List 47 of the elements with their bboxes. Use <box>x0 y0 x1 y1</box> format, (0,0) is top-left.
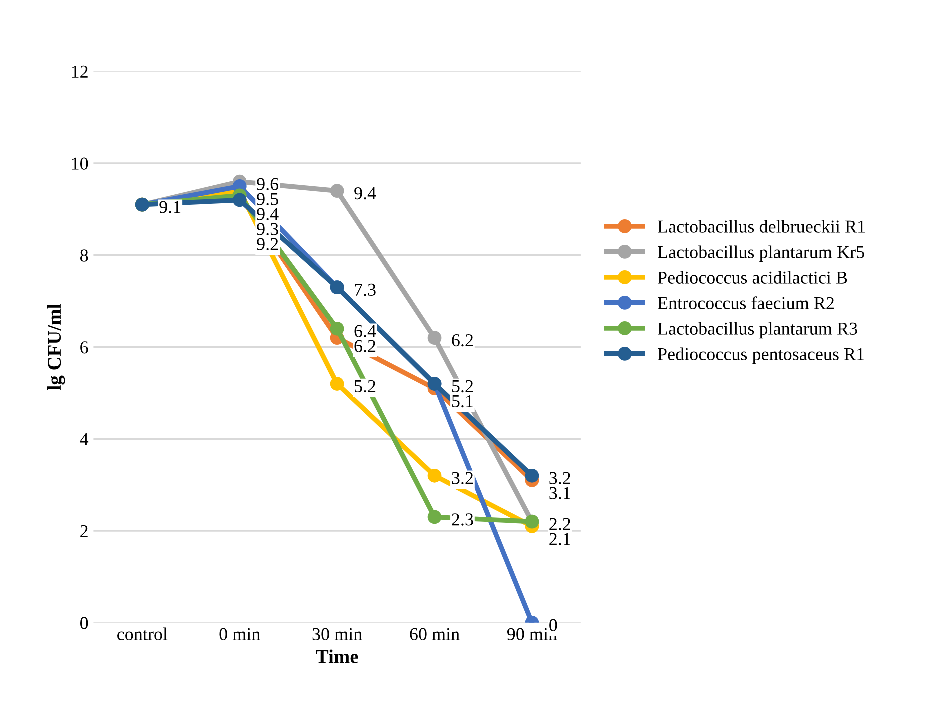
data-label: 3.2 <box>550 472 570 484</box>
y-tick-label: 12 <box>72 66 88 78</box>
data-label: 9.1 <box>160 201 181 214</box>
legend-label: Lactobacillus delbrueckii R1 <box>658 220 865 233</box>
x-axis-title: Time <box>316 650 358 664</box>
point <box>428 510 442 524</box>
data-label: 9.4 <box>354 187 376 200</box>
data-label: 3.1 <box>550 487 570 500</box>
point <box>330 377 344 391</box>
point <box>330 322 344 336</box>
data-label: 5.2 <box>355 380 376 393</box>
y-tick-label: 0 <box>80 617 88 630</box>
data-label: 9.4 <box>257 208 279 220</box>
data-label: 9.2 <box>257 238 278 250</box>
data-label: 6.4 <box>354 325 376 338</box>
data-label: 5.2 <box>452 380 474 393</box>
y-tick-label: 4 <box>80 434 89 446</box>
data-label: 2.1 <box>550 533 570 546</box>
data-label: 9.3 <box>257 223 278 236</box>
x-tick-label: control <box>118 628 168 640</box>
data-label: 2.3 <box>452 514 474 526</box>
y-tick-label: 8 <box>80 250 88 262</box>
y-tick-label: 2 <box>80 525 88 538</box>
legend-label: Pediococcus pentosaceus R1 <box>658 348 864 364</box>
y-tick-label: 6 <box>80 342 88 354</box>
legend-label: Lactobacillus plantarum R3 <box>658 322 858 339</box>
x-tick-label: 0 min <box>220 628 260 640</box>
legend-label: Entrococcus faecium R2 <box>658 296 834 310</box>
y-tick-label: 10 <box>72 158 88 170</box>
point <box>232 193 247 208</box>
legend-label: Pediococcus acidilactici B <box>658 271 848 284</box>
data-label: 6.2 <box>452 334 474 347</box>
point <box>330 184 344 198</box>
legend-label: Lactobacillus plantarum Kr5 <box>658 246 864 262</box>
point <box>525 468 540 483</box>
data-label: 9.6 <box>257 178 279 190</box>
y-axis-title: lg CFU/ml <box>47 304 66 390</box>
data-label: 2.2 <box>550 518 570 530</box>
data-label: 3.2 <box>452 472 474 484</box>
data-label: 7.3 <box>355 284 376 296</box>
data-label: 9.5 <box>257 193 278 206</box>
point <box>428 331 442 346</box>
data-label: 6.2 <box>354 340 376 352</box>
data-label: 5.1 <box>452 395 473 408</box>
x-tick-label: 30 min <box>312 628 362 640</box>
x-tick-label: 60 min <box>410 628 460 640</box>
point <box>428 468 442 483</box>
